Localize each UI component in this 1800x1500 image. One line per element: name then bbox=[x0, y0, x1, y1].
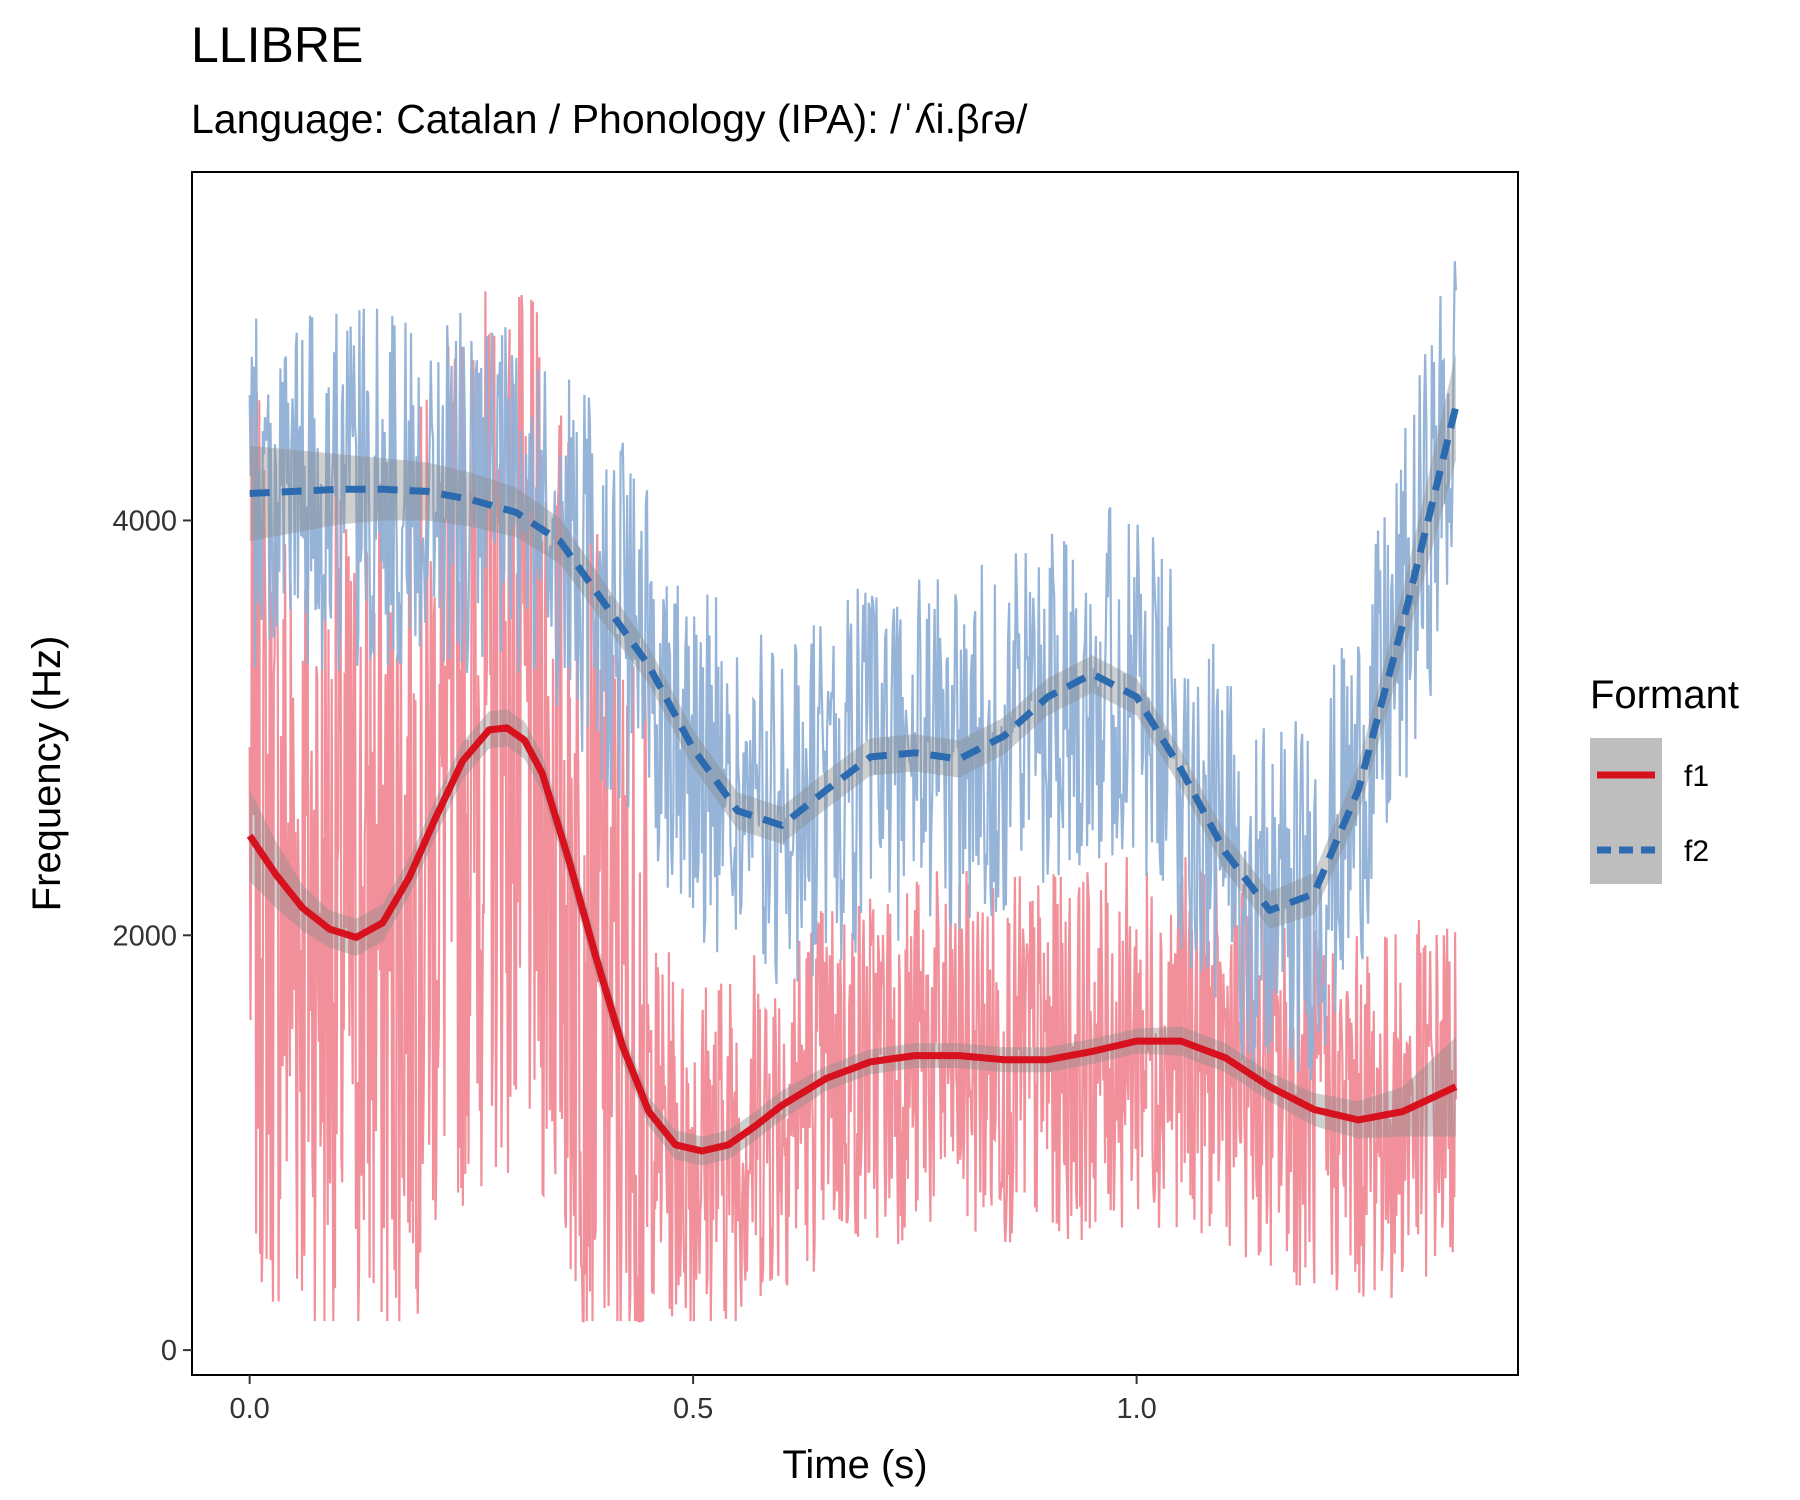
f2-smooth-line bbox=[249, 405, 1460, 914]
plot-panel bbox=[191, 171, 1519, 1376]
f2-raw-trace bbox=[248, 261, 1457, 1080]
x-axis-title: Time (s) bbox=[782, 1443, 927, 1487]
x-tick-label: 1.0 bbox=[1116, 1393, 1156, 1425]
raw-formant-traces bbox=[248, 261, 1457, 1323]
legend: Formant f1 f2 bbox=[1590, 673, 1739, 884]
chart-subtitle: Language: Catalan / Phonology (IPA): /ˈʎ… bbox=[191, 96, 1028, 142]
confidence-ribbons bbox=[249, 352, 1456, 1166]
y-tick-label: 2000 bbox=[112, 920, 177, 952]
chart-title: LLIBRE bbox=[191, 17, 364, 73]
axes: 0.0 0.5 1.0 0 2000 4000 bbox=[112, 505, 1156, 1425]
f1-confidence-ribbon bbox=[249, 709, 1456, 1166]
legend-f1-label: f1 bbox=[1684, 760, 1709, 793]
x-tick-label: 0.0 bbox=[229, 1393, 269, 1425]
f1-smooth-line bbox=[246, 724, 1458, 1155]
y-tick-label: 4000 bbox=[112, 505, 177, 537]
x-tick-label: 0.5 bbox=[673, 1393, 713, 1425]
legend-f2-label: f2 bbox=[1684, 835, 1709, 868]
smoothed-lines bbox=[246, 405, 1460, 1155]
y-tick-label: 0 bbox=[161, 1335, 177, 1367]
legend-key-background bbox=[1590, 738, 1662, 884]
legend-title: Formant bbox=[1590, 673, 1739, 717]
y-axis-title: Frequency (Hz) bbox=[25, 636, 69, 912]
